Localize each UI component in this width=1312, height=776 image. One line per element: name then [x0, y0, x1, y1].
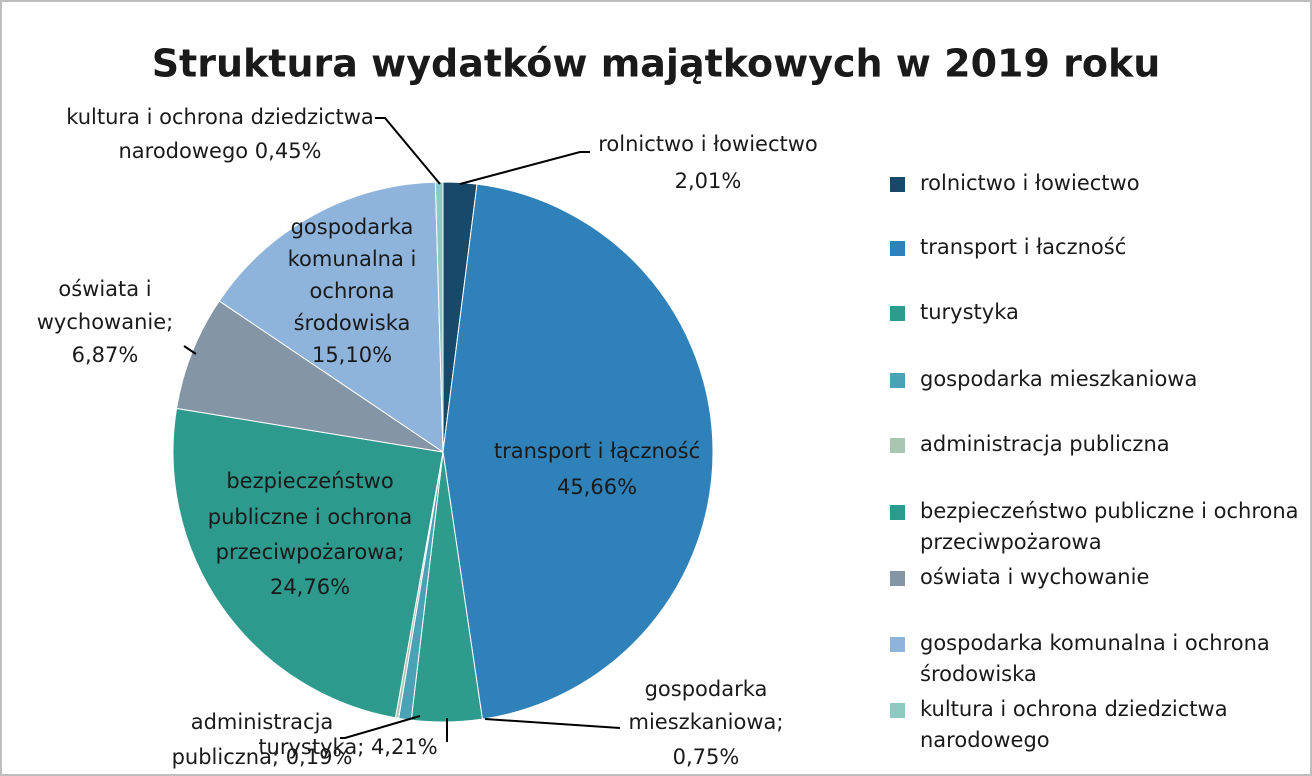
data-label: narodowego 0,45% — [118, 139, 321, 163]
pie-slice — [172, 407, 444, 719]
data-label: publiczna; 0,19% — [172, 745, 353, 769]
data-label: przeciwpożarowa; — [216, 540, 405, 564]
legend-key — [890, 438, 905, 453]
legend-key — [890, 177, 905, 192]
data-label: oświata i — [58, 277, 151, 301]
legend-item: administracja publiczna — [890, 429, 1300, 460]
data-label: 24,76% — [270, 575, 350, 599]
pie-slice — [218, 181, 444, 453]
legend-label: gospodarka komunalna i ochrona środowisk… — [920, 631, 1270, 686]
legend-item: gospodarka komunalna i ochrona środowisk… — [890, 628, 1300, 690]
legend-label: rolnictwo i łowiectwo — [920, 171, 1140, 195]
legend-item: turystyka — [890, 297, 1300, 328]
legend-label: administracja publiczna — [920, 432, 1170, 456]
legend-key — [890, 637, 905, 652]
data-label: wychowanie; — [37, 310, 174, 334]
legend-item: bezpieczeństwo publiczne i ochrona przec… — [890, 496, 1300, 558]
leader-line — [459, 151, 590, 185]
data-label: środowiska — [294, 311, 411, 335]
legend-key — [890, 571, 905, 586]
legend-label: turystyka — [920, 300, 1019, 324]
legend-label: kultura i ochrona dziedzictwa narodowego — [920, 697, 1228, 752]
data-label: bezpieczeństwo — [226, 469, 393, 493]
legend-label: bezpieczeństwo publiczne i ochrona przec… — [920, 499, 1299, 554]
legend-key — [890, 241, 905, 256]
data-label: 15,10% — [312, 343, 392, 367]
data-label: ochrona — [310, 279, 395, 303]
leader-line — [340, 715, 421, 739]
data-label: gospodarka — [645, 677, 768, 701]
legend-label: oświata i wychowanie — [920, 565, 1150, 589]
pie-slice — [442, 183, 714, 720]
data-label: 0,75% — [673, 745, 740, 769]
data-label: administracja — [191, 710, 334, 734]
data-label: transport i łączność — [494, 439, 700, 463]
data-label: gospodarka — [291, 215, 414, 239]
data-label: komunalna i — [288, 247, 417, 271]
data-label: 2,01% — [675, 169, 742, 193]
leader-line — [375, 117, 441, 185]
data-label: rolnictwo i łowiectwo — [598, 132, 818, 156]
data-label: kultura i ochrona dziedzictwa — [66, 105, 374, 129]
legend-label: gospodarka mieszkaniowa — [920, 367, 1198, 391]
data-label: 45,66% — [557, 475, 637, 499]
data-label: turystyka; 4,21% — [258, 735, 437, 759]
data-label: mieszkaniowa; — [629, 710, 784, 734]
legend-key — [890, 306, 905, 321]
legend-item: kultura i ochrona dziedzictwa narodowego — [890, 694, 1300, 756]
data-label: publiczne i ochrona — [208, 505, 413, 529]
legend-item: gospodarka mieszkaniowa — [890, 364, 1300, 395]
legend-key — [890, 505, 905, 520]
leader-line — [183, 345, 197, 355]
legend-key — [890, 373, 905, 388]
legend-item: rolnictwo i łowiectwo — [890, 168, 1300, 199]
leader-line — [484, 718, 621, 729]
legend-item: transport i łaczność — [890, 232, 1300, 263]
legend-key — [890, 703, 905, 718]
chart-title: Struktura wydatków majątkowych w 2019 ro… — [152, 42, 1161, 86]
data-label: 6,87% — [72, 343, 139, 367]
legend-label: transport i łaczność — [920, 235, 1127, 259]
legend-item: oświata i wychowanie — [890, 562, 1300, 593]
